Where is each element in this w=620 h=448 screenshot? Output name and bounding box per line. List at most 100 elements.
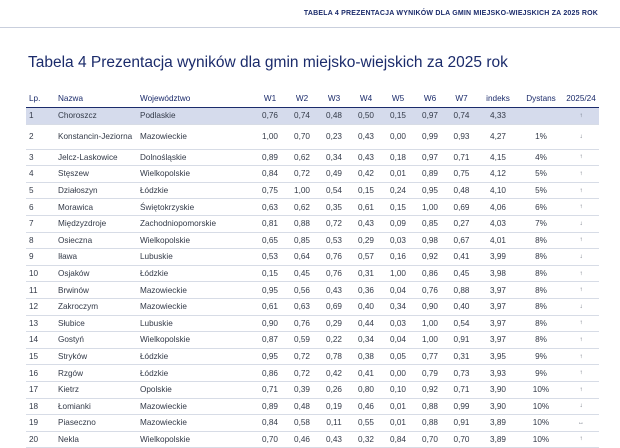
cell-w5: 0,01 bbox=[382, 414, 414, 432]
column-header-w5: W5 bbox=[382, 89, 414, 108]
cell-indeks: 4,03 bbox=[477, 215, 519, 233]
cell-w7: 0,67 bbox=[446, 232, 477, 250]
cell-w2: 0,56 bbox=[286, 281, 318, 299]
column-header-w4: W4 bbox=[350, 89, 382, 108]
cell-w1: 0,53 bbox=[254, 248, 286, 266]
cell-dystans bbox=[519, 107, 563, 125]
cell-w3: 0,69 bbox=[318, 298, 350, 316]
cell-w1: 0,71 bbox=[254, 381, 286, 399]
cell-w1: 0,95 bbox=[254, 348, 286, 366]
cell-w7: 0,71 bbox=[446, 149, 477, 167]
cell-w6: 1,00 bbox=[414, 331, 446, 349]
cell-w3: 0,49 bbox=[318, 165, 350, 183]
cell-wojewodztwo: Opolskie bbox=[138, 381, 254, 399]
table-row: 17 Kietrz Opolskie 0,71 0,39 0,26 0,80 0,10 0,92… bbox=[26, 381, 599, 399]
cell-trend-arrow: ↑ bbox=[563, 331, 599, 349]
cell-nazwa: Rzgów bbox=[54, 364, 138, 382]
cell-indeks: 4,06 bbox=[477, 198, 519, 216]
cell-dystans: 5% bbox=[519, 165, 563, 183]
cell-w5: 0,03 bbox=[382, 315, 414, 333]
cell-nazwa: Choroszcz bbox=[54, 107, 138, 125]
cell-lp: 6 bbox=[26, 198, 54, 216]
cell-w6: 0,86 bbox=[414, 265, 446, 283]
cell-trend-arrow: ↑ bbox=[563, 182, 599, 200]
cell-dystans: 8% bbox=[519, 315, 563, 333]
column-header-indeks: indeks bbox=[477, 89, 519, 108]
cell-w3: 0,23 bbox=[318, 124, 350, 150]
cell-trend-arrow: ↔ bbox=[563, 414, 599, 432]
cell-w1: 0,84 bbox=[254, 165, 286, 183]
cell-trend-arrow: ↑ bbox=[563, 198, 599, 216]
cell-trend-arrow: ↑ bbox=[563, 381, 599, 399]
cell-lp: 12 bbox=[26, 298, 54, 316]
cell-w7: 0,99 bbox=[446, 398, 477, 416]
column-header-w3: W3 bbox=[318, 89, 350, 108]
cell-lp: 10 bbox=[26, 265, 54, 283]
cell-w3: 0,76 bbox=[318, 265, 350, 283]
cell-w3: 0,54 bbox=[318, 182, 350, 200]
cell-nazwa: Iława bbox=[54, 248, 138, 266]
cell-nazwa: Międzyzdroje bbox=[54, 215, 138, 233]
cell-w4: 0,80 bbox=[350, 381, 382, 399]
cell-lp: 5 bbox=[26, 182, 54, 200]
cell-w3: 0,78 bbox=[318, 348, 350, 366]
cell-lp: 17 bbox=[26, 381, 54, 399]
cell-wojewodztwo: Lubuskie bbox=[138, 248, 254, 266]
cell-w6: 0,97 bbox=[414, 107, 446, 125]
cell-trend-arrow: ↓ bbox=[563, 215, 599, 233]
cell-indeks: 4,15 bbox=[477, 149, 519, 167]
table-header-row: Lp. Nazwa Województwo W1 W2 W3 W4 W5 W6 … bbox=[26, 89, 599, 108]
cell-wojewodztwo: Wielkopolskie bbox=[138, 232, 254, 250]
cell-indeks: 4,12 bbox=[477, 165, 519, 183]
cell-wojewodztwo: Mazowieckie bbox=[138, 414, 254, 432]
cell-lp: 13 bbox=[26, 315, 54, 333]
cell-dystans: 4% bbox=[519, 149, 563, 167]
table-row: 11 Brwinów Mazowieckie 0,95 0,56 0,43 0,36 0,04… bbox=[26, 281, 599, 299]
cell-wojewodztwo: Wielkopolskie bbox=[138, 165, 254, 183]
cell-w3: 0,22 bbox=[318, 331, 350, 349]
cell-wojewodztwo: Mazowieckie bbox=[138, 298, 254, 316]
cell-w1: 0,70 bbox=[254, 431, 286, 448]
cell-w6: 0,70 bbox=[414, 431, 446, 448]
cell-w1: 0,89 bbox=[254, 398, 286, 416]
table-row: 5 Działoszyn Łódzkie 0,75 1,00 0,54 0,15 0,24 0,… bbox=[26, 182, 599, 200]
cell-lp: 18 bbox=[26, 398, 54, 416]
cell-wojewodztwo: Łódzkie bbox=[138, 182, 254, 200]
cell-w3: 0,19 bbox=[318, 398, 350, 416]
cell-trend-arrow: ↑ bbox=[563, 431, 599, 448]
cell-w1: 0,90 bbox=[254, 315, 286, 333]
cell-indeks: 3,99 bbox=[477, 248, 519, 266]
cell-indeks: 3,90 bbox=[477, 398, 519, 416]
cell-w6: 1,00 bbox=[414, 198, 446, 216]
cell-w7: 0,73 bbox=[446, 364, 477, 382]
cell-indeks: 4,33 bbox=[477, 107, 519, 125]
cell-w4: 0,57 bbox=[350, 248, 382, 266]
cell-w2: 0,70 bbox=[286, 124, 318, 150]
cell-nazwa: Słubice bbox=[54, 315, 138, 333]
table-row: 12 Zakroczym Mazowieckie 0,61 0,63 0,69 0,40 0,… bbox=[26, 298, 599, 316]
cell-wojewodztwo: Świętokrzyskie bbox=[138, 198, 254, 216]
table-row: 2 Konstancin-Jeziorna Mazowieckie 1,00 0,70 0… bbox=[26, 124, 599, 150]
cell-w2: 0,72 bbox=[286, 364, 318, 382]
cell-w2: 0,85 bbox=[286, 232, 318, 250]
cell-w5: 0,03 bbox=[382, 232, 414, 250]
cell-w4: 0,41 bbox=[350, 364, 382, 382]
table-row: 13 Słubice Lubuskie 0,90 0,76 0,29 0,44 0,03 1,0… bbox=[26, 315, 599, 333]
cell-w2: 0,88 bbox=[286, 215, 318, 233]
cell-w2: 0,59 bbox=[286, 331, 318, 349]
cell-w7: 0,27 bbox=[446, 215, 477, 233]
cell-w5: 0,84 bbox=[382, 431, 414, 448]
cell-nazwa: Osieczna bbox=[54, 232, 138, 250]
cell-w3: 0,53 bbox=[318, 232, 350, 250]
cell-trend-arrow: ↓ bbox=[563, 398, 599, 416]
cell-w1: 1,00 bbox=[254, 124, 286, 150]
cell-w4: 0,42 bbox=[350, 165, 382, 183]
cell-w7: 0,48 bbox=[446, 182, 477, 200]
cell-nazwa: Kietrz bbox=[54, 381, 138, 399]
cell-nazwa: Jelcz-Laskowice bbox=[54, 149, 138, 167]
table-row: 14 Gostyń Wielkopolskie 0,87 0,59 0,22 0,34 0,0… bbox=[26, 331, 599, 349]
cell-nazwa: Stryków bbox=[54, 348, 138, 366]
cell-indeks: 3,97 bbox=[477, 281, 519, 299]
cell-w5: 1,00 bbox=[382, 265, 414, 283]
cell-w1: 0,65 bbox=[254, 232, 286, 250]
